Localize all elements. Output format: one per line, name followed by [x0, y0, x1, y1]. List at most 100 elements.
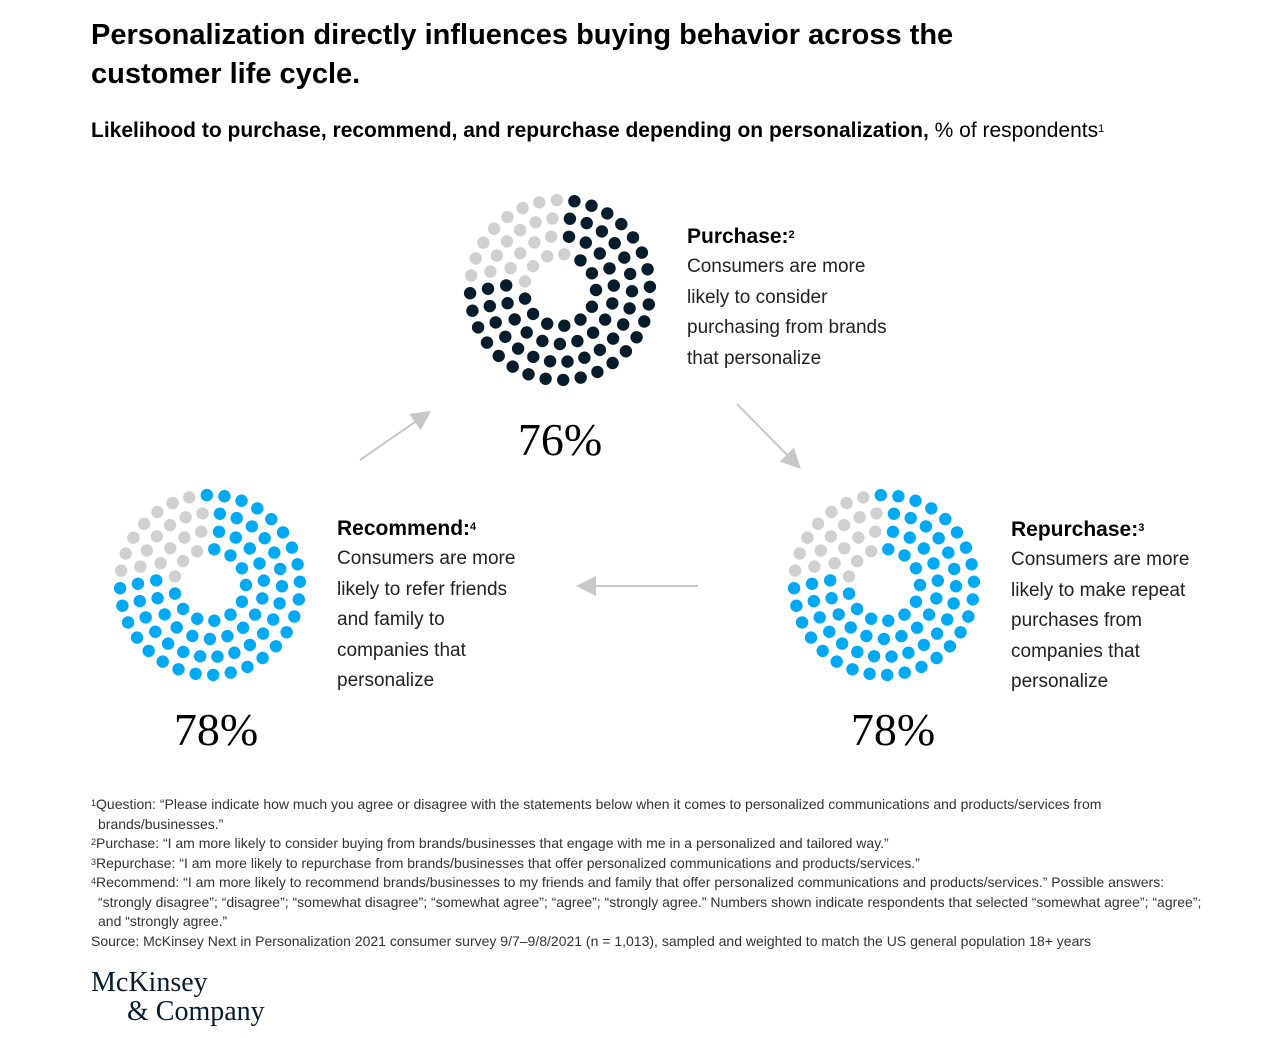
dot-respondent — [116, 599, 129, 612]
dot-respondent — [580, 216, 593, 230]
dot-respondent — [643, 280, 657, 293]
repurchase-dot-chart — [787, 488, 981, 682]
dot-remaining — [550, 193, 563, 207]
dot-respondent — [607, 279, 620, 292]
dot-respondent — [942, 546, 955, 559]
dot-respondent — [280, 626, 293, 639]
dot-remaining — [513, 223, 527, 237]
source-note: Source: McKinsey Next in Personalization… — [91, 932, 1092, 949]
recommend-percent: 78% — [173, 704, 259, 755]
dot-respondent — [208, 614, 221, 627]
dot-respondent — [959, 541, 973, 554]
dot-respondent — [536, 334, 549, 348]
dot-respondent — [526, 307, 540, 321]
dot-respondent — [172, 663, 185, 676]
dot-remaining — [541, 250, 554, 263]
dot-remaining — [850, 554, 864, 568]
dot-respondent — [563, 212, 577, 225]
dot-remaining — [793, 547, 806, 560]
dot-respondent — [113, 582, 127, 595]
dot-respondent — [291, 558, 304, 571]
dot-remaining — [828, 557, 841, 570]
dot-respondent — [558, 319, 571, 332]
dot-respondent — [787, 582, 801, 595]
arrow-recommend-to-purchase — [359, 410, 432, 461]
dot-respondent — [790, 599, 803, 612]
dot-respondent — [927, 557, 940, 570]
dot-respondent — [268, 546, 281, 559]
dot-respondent — [501, 297, 514, 310]
dot-respondent — [480, 336, 494, 349]
dot-respondent — [229, 531, 242, 544]
dot-respondent — [830, 655, 843, 668]
dot-respondent — [235, 494, 248, 507]
dot-remaining — [134, 560, 147, 573]
dot-respondent — [186, 629, 199, 643]
mckinsey-logo: McKinsey & Company — [91, 968, 265, 1026]
dot-remaining — [801, 531, 814, 544]
dot-respondent — [574, 313, 587, 326]
dot-respondent — [273, 597, 286, 610]
dot-respondent — [518, 292, 532, 305]
dot-respondent — [922, 608, 936, 621]
dot-respondent — [293, 575, 307, 588]
dot-respondent — [941, 613, 954, 626]
dot-remaining — [814, 544, 827, 557]
dot-remaining — [168, 570, 182, 583]
dot-remaining — [137, 517, 151, 530]
dot-respondent — [850, 602, 864, 616]
dot-remaining — [865, 545, 878, 558]
dot-respondent — [832, 608, 845, 621]
dot-respondent — [585, 300, 599, 313]
dot-remaining — [811, 517, 825, 530]
dot-respondent — [236, 621, 250, 634]
dot-respondent — [846, 663, 859, 676]
dot-respondent — [224, 549, 237, 562]
dot-respondent — [805, 577, 819, 590]
dot-respondent — [949, 580, 963, 593]
dot-respondent — [881, 668, 894, 682]
dot-respondent — [245, 520, 259, 533]
dot-remaining — [487, 222, 501, 235]
dot-respondent — [618, 251, 631, 264]
dot-remaining — [178, 531, 191, 544]
dot-respondent — [626, 231, 640, 244]
dot-remaining — [501, 210, 514, 224]
recommend-line: Consumers are more — [337, 548, 516, 569]
dot-respondent — [239, 578, 253, 592]
dot-respondent — [816, 644, 829, 658]
dot-respondent — [932, 532, 945, 545]
dot-remaining — [195, 525, 208, 538]
dot-respondent — [925, 502, 938, 515]
dot-respondent — [274, 562, 287, 576]
dot-remaining — [558, 248, 571, 261]
dot-respondent — [593, 247, 606, 260]
dot-respondent — [149, 625, 162, 638]
dot-respondent — [807, 594, 820, 608]
dot-respondent — [930, 627, 944, 640]
dot-respondent — [463, 287, 477, 300]
dot-respondent — [638, 315, 651, 328]
recommend-line: and family to — [337, 609, 445, 630]
dot-respondent — [541, 317, 554, 330]
footnote: 3Repurchase: “I am more likely to repurc… — [91, 854, 920, 871]
dot-respondent — [258, 532, 271, 545]
dot-remaining — [837, 518, 851, 532]
dot-respondent — [823, 625, 836, 638]
dot-respondent — [243, 542, 256, 555]
dot-respondent — [591, 365, 604, 379]
dot-respondent — [562, 230, 576, 243]
subtitle-sup: 1 — [1098, 123, 1105, 135]
dot-remaining — [545, 230, 558, 243]
dot-respondent — [595, 225, 609, 238]
dot-remaining — [526, 259, 540, 273]
dot-respondent — [962, 610, 975, 623]
recommend-dot-chart — [113, 488, 307, 682]
dot-respondent — [241, 660, 254, 674]
dot-respondent — [877, 632, 891, 646]
recommend-line: personalize — [337, 670, 435, 691]
dot-respondent — [947, 597, 960, 610]
dot-respondent — [950, 526, 964, 539]
dot-respondent — [574, 254, 587, 267]
dot-respondent — [161, 637, 175, 650]
